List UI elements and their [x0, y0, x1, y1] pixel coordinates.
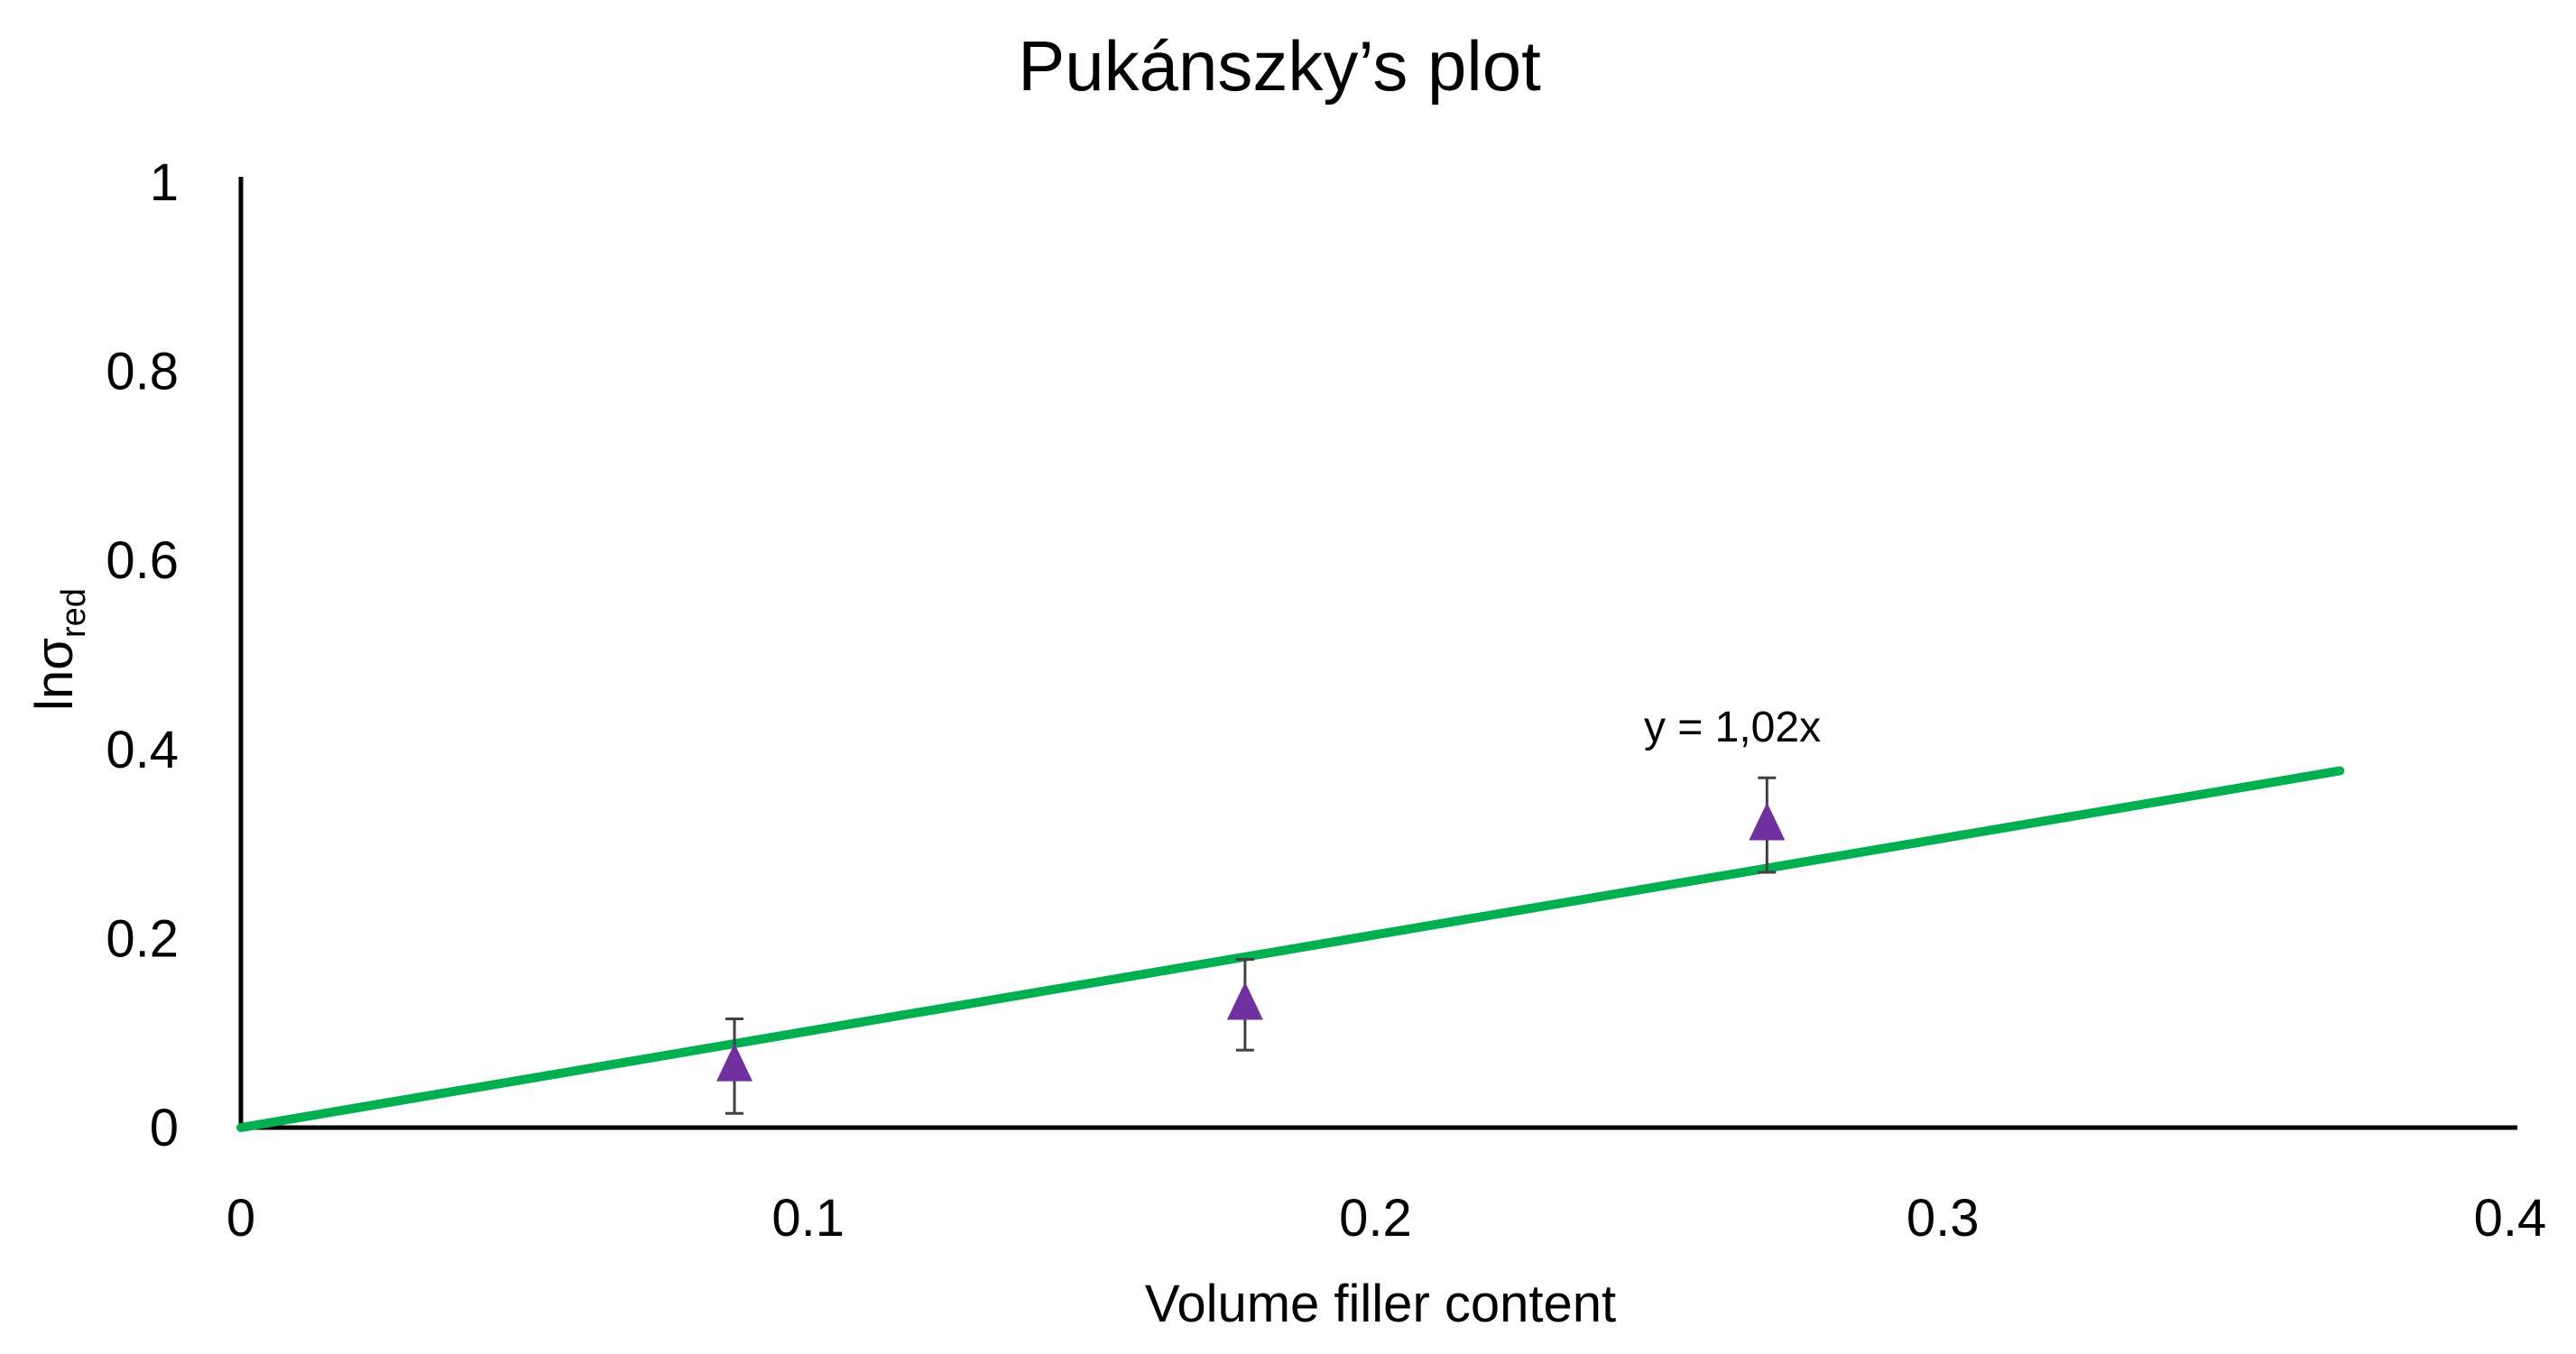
data-markers [716, 802, 1786, 1082]
error-bars [725, 776, 1777, 1115]
data-point-triangle [716, 1043, 753, 1082]
y-tick-labels: 0 0.2 0.4 0.6 0.8 1 [106, 153, 179, 1157]
x-tick-label: 0.4 [2474, 1189, 2547, 1248]
y-axis-label: lnσred [25, 588, 93, 711]
x-axis-label: Volume filler content [1145, 1275, 1616, 1333]
y-tick-label: 0.4 [106, 721, 179, 779]
data-point-triangle [1749, 802, 1786, 841]
y-tick-label: 0.6 [106, 531, 179, 590]
y-tick-label: 0.2 [106, 909, 179, 968]
chart-title: Pukánszky’s plot [1018, 26, 1541, 106]
y-tick-label: 0.8 [106, 343, 179, 401]
trendline [236, 766, 2345, 1132]
x-tick-label: 0.1 [771, 1189, 845, 1248]
y-axis-label-subscript: red [55, 588, 93, 638]
x-tick-label: 0 [226, 1189, 255, 1248]
trendline-layer [236, 766, 2345, 1132]
x-tick-labels: 0 0.1 0.2 0.3 0.4 [226, 1189, 2546, 1248]
x-tick-label: 0.2 [1339, 1189, 1412, 1248]
x-tick-label: 0.3 [1907, 1189, 1980, 1248]
y-axis-label-main: lnσ [25, 638, 84, 711]
y-tick-label: 1 [150, 153, 179, 212]
trendline-equation: y = 1,02x [1644, 704, 1821, 751]
y-tick-label: 0 [150, 1099, 179, 1157]
data-point-triangle [1226, 981, 1263, 1020]
